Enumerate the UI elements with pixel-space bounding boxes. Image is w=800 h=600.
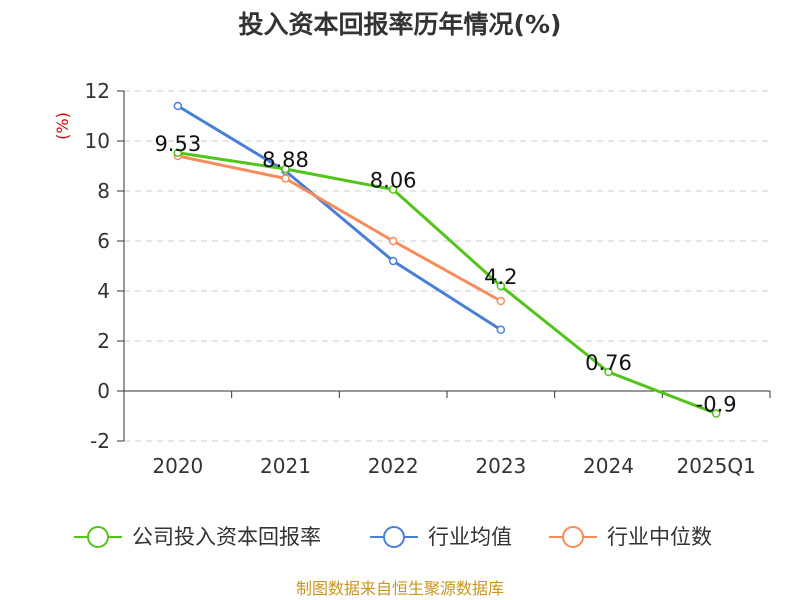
data-label: 8.06 xyxy=(370,169,417,193)
data-label: 4.2 xyxy=(484,265,517,289)
series-line xyxy=(177,104,502,332)
x-tick-label: 2021 xyxy=(260,454,311,478)
data-point[interactable] xyxy=(388,185,398,194)
source-note: 制图数据来自恒生聚源数据库 xyxy=(296,579,504,598)
series-lines xyxy=(173,101,721,418)
grid-lines xyxy=(124,90,770,442)
data-label: 8.88 xyxy=(262,148,309,172)
series-line xyxy=(177,154,502,303)
y-tick-label: 10 xyxy=(85,129,110,153)
legend-label[interactable]: 行业中位数 xyxy=(607,525,712,549)
axes: -2 0 2 4 6 8 10 12 2020 2021 2022 2023 2024 2025Q1 xyxy=(85,79,771,478)
legend-label[interactable]: 公司投入资本回报率 xyxy=(132,525,321,549)
data-point[interactable] xyxy=(281,174,290,183)
data-point[interactable] xyxy=(173,148,183,157)
legend-label[interactable]: 行业均值 xyxy=(428,525,512,549)
data-point[interactable] xyxy=(281,164,290,174)
series-line xyxy=(177,151,717,415)
legend: 公司投入资本回报率 行业均值 行业中位数 xyxy=(74,525,712,549)
data-point[interactable] xyxy=(388,256,398,266)
data-label: 0.76 xyxy=(585,351,632,375)
data-point[interactable] xyxy=(388,236,398,246)
data-point[interactable] xyxy=(604,367,613,377)
legend-marker[interactable] xyxy=(87,526,109,548)
data-point[interactable] xyxy=(173,101,183,111)
y-axis-unit: (%) xyxy=(53,112,72,140)
y-tick-label: 6 xyxy=(97,229,110,253)
data-point[interactable] xyxy=(496,296,506,306)
x-tick-label: 2024 xyxy=(583,454,634,478)
legend-marker[interactable] xyxy=(562,526,584,548)
data-point[interactable] xyxy=(496,281,506,291)
x-tick-label: 2022 xyxy=(368,454,419,478)
y-tick-label: 4 xyxy=(97,279,110,303)
y-tick-label: -2 xyxy=(90,429,110,453)
y-tick-label: 8 xyxy=(97,179,110,203)
y-tick-label: 12 xyxy=(85,79,110,103)
x-tick-label: 2020 xyxy=(152,454,203,478)
y-tick-label: 2 xyxy=(97,329,110,353)
data-label: -0.9 xyxy=(696,393,737,417)
data-point[interactable] xyxy=(496,325,506,334)
x-tick-label: 2025Q1 xyxy=(676,454,755,478)
data-labels: 9.53 8.88 8.06 4.2 0.76 -0.9 xyxy=(154,132,736,417)
data-label: 9.53 xyxy=(154,132,201,156)
x-tick-label: 2023 xyxy=(475,454,526,478)
legend-marker[interactable] xyxy=(383,526,405,548)
y-tick-label: 0 xyxy=(97,379,110,403)
chart-title: 投入资本回报率历年情况(%) xyxy=(239,10,562,39)
data-point[interactable] xyxy=(711,409,721,418)
